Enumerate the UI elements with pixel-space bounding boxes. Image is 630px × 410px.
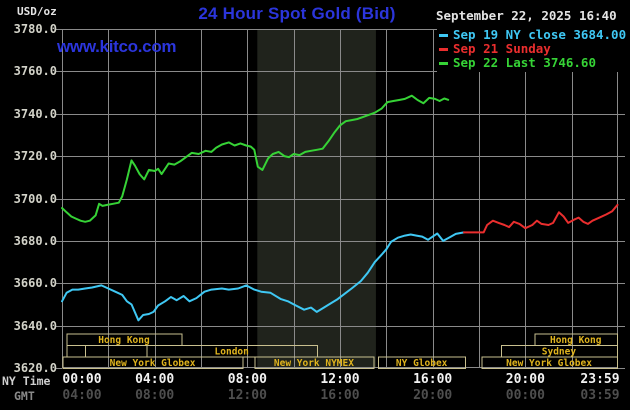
legend-row: Sep 22 Last 3746.60 (439, 56, 626, 70)
gmt-row-label: GMT (14, 389, 35, 403)
y-tick-label: 3700.0 (13, 191, 57, 206)
y-tick-label: 3660.0 (13, 276, 57, 291)
legend-label: Sep 19 NY close 3684.00 (453, 27, 627, 42)
x-tick-label-gmt: 04:00 (62, 388, 102, 403)
legend-dash-icon (439, 47, 448, 51)
chart-datetime: September 22, 2025 16:40 (436, 8, 617, 23)
x-tick-label-ny: 04:00 (135, 372, 175, 387)
x-tick-label-ny: 00:00 (62, 372, 102, 387)
legend-row: Sep 21 Sunday (439, 42, 626, 56)
x-tick-label-ny: 20:00 (505, 372, 545, 387)
price-line (61, 94, 450, 223)
x-tick-label-ny: 16:00 (413, 372, 453, 387)
y-tick-label: 3740.0 (13, 106, 57, 121)
price-line (462, 203, 619, 234)
x-tick-label-ny: 23:59 (580, 372, 620, 387)
session-box (66, 345, 87, 358)
x-tick-label-gmt: 16:00 (320, 388, 360, 403)
session-box (481, 356, 618, 369)
y-tick-label: 3620.0 (13, 361, 57, 375)
session-box (62, 356, 244, 369)
session-box (85, 345, 148, 358)
x-tick-label-gmt: 08:00 (135, 388, 175, 403)
legend: Sep 19 NY close 3684.00 Sep 21 Sunday Sep … (437, 27, 630, 72)
legend-dash-icon (439, 33, 448, 37)
x-tick-label-gmt: 20:00 (413, 388, 453, 403)
session-label: London (215, 347, 249, 358)
legend-dash-icon (439, 61, 448, 65)
y-tick-label: 3760.0 (13, 64, 57, 79)
session-label: New York Globex (110, 358, 196, 369)
y-tick-label: 3780.0 (13, 22, 57, 36)
session-label: NY Globex (396, 358, 448, 369)
x-tick-label-ny: 08:00 (227, 372, 267, 387)
session-highlight-band (257, 29, 376, 368)
session-label: New York Globex (506, 358, 592, 369)
y-tick-label: 3640.0 (13, 318, 57, 333)
x-tick-label-gmt: 00:00 (505, 388, 545, 403)
ny-time-row-label: NY Time (2, 374, 51, 388)
plot-frame (62, 29, 618, 368)
x-tick-label-gmt: 12:00 (227, 388, 267, 403)
session-label: Sydney (542, 347, 577, 358)
x-tick-label-ny: 12:00 (320, 372, 360, 387)
y-tick-label: 3680.0 (13, 233, 57, 248)
chart-title: 24 Hour Spot Gold (Bid) (198, 4, 396, 23)
session-box (254, 356, 375, 369)
session-label: Hong Kong (550, 335, 602, 346)
x-tick-label-gmt: 03:59 (580, 388, 620, 403)
legend-label: Sep 22 Last 3746.60 (453, 55, 596, 70)
legend-label: Sep 21 Sunday (453, 41, 551, 56)
session-label: Hong Kong (98, 335, 150, 346)
y-tick-label: 3720.0 (13, 149, 57, 164)
price-unit-label: USD/oz (17, 5, 57, 18)
price-line (61, 231, 465, 322)
kitco-watermark-link[interactable]: www.kitco.com (57, 37, 177, 56)
legend-row: Sep 19 NY close 3684.00 (439, 28, 626, 42)
session-box (378, 356, 467, 369)
session-label: New York NYMEX (274, 358, 354, 369)
